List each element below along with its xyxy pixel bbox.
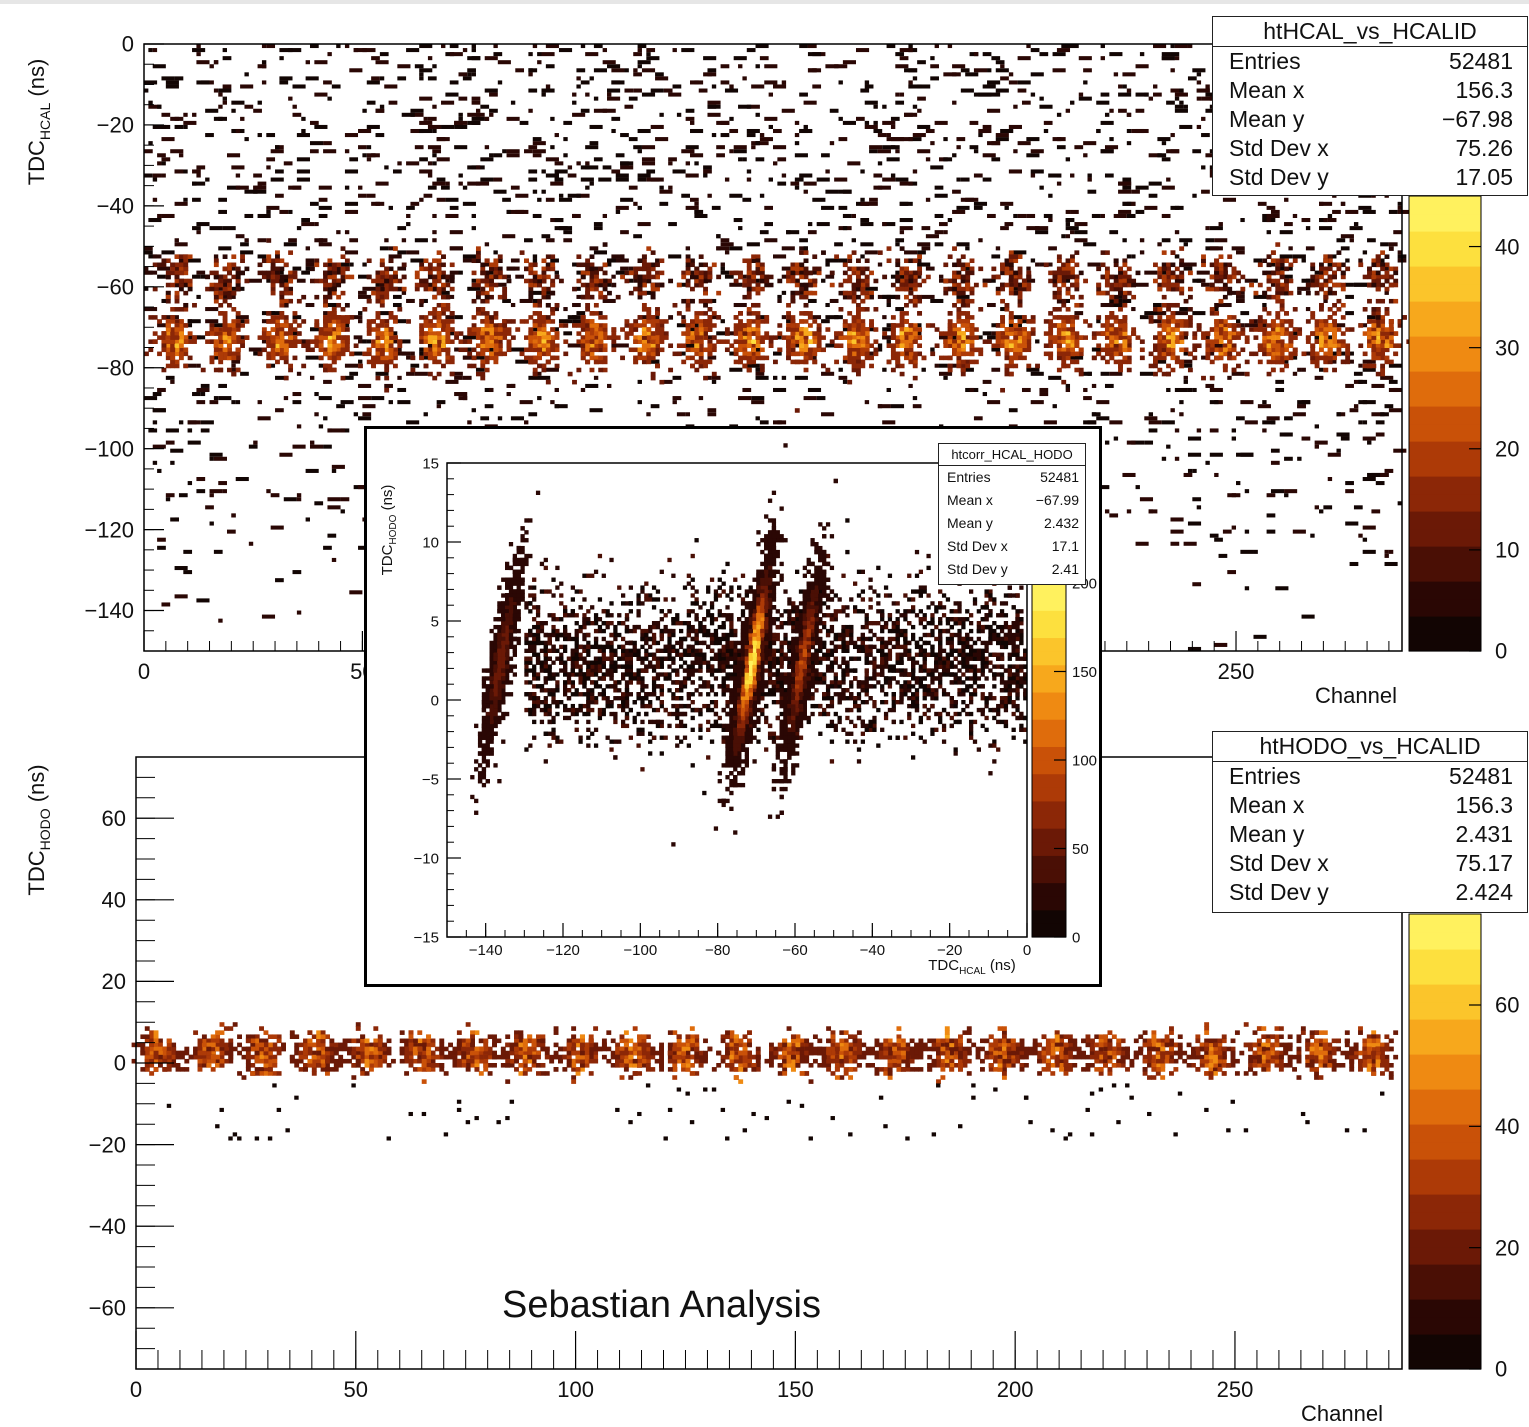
figure: 0501001502002500−20−40−60−80−100−120−140… [0, 0, 1529, 1427]
